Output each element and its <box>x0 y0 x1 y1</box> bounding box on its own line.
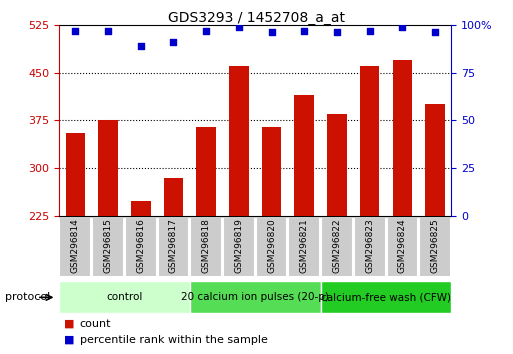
Text: percentile rank within the sample: percentile rank within the sample <box>80 335 267 345</box>
Point <box>398 24 406 29</box>
Bar <box>229 66 249 216</box>
Point <box>235 24 243 29</box>
Point <box>300 28 308 33</box>
Text: GDS3293 / 1452708_a_at: GDS3293 / 1452708_a_at <box>168 11 345 25</box>
Bar <box>425 104 445 216</box>
FancyBboxPatch shape <box>223 217 255 277</box>
Point <box>366 28 374 33</box>
Text: GSM296820: GSM296820 <box>267 218 276 273</box>
FancyBboxPatch shape <box>157 217 189 277</box>
Text: GSM296818: GSM296818 <box>202 218 211 273</box>
Point <box>333 30 341 35</box>
FancyBboxPatch shape <box>190 217 222 277</box>
Text: GSM296816: GSM296816 <box>136 218 145 273</box>
Point <box>71 28 80 33</box>
Point <box>169 39 177 45</box>
Text: GSM296823: GSM296823 <box>365 218 374 273</box>
FancyBboxPatch shape <box>386 217 418 277</box>
Point <box>104 28 112 33</box>
FancyBboxPatch shape <box>321 281 451 313</box>
FancyBboxPatch shape <box>92 217 124 277</box>
Bar <box>262 127 281 216</box>
FancyBboxPatch shape <box>60 217 91 277</box>
Text: GSM296815: GSM296815 <box>104 218 112 273</box>
Text: calcium-free wash (CFW): calcium-free wash (CFW) <box>321 292 451 302</box>
Point <box>267 30 275 35</box>
Bar <box>327 114 347 216</box>
Text: GSM296825: GSM296825 <box>430 218 440 273</box>
Point <box>202 28 210 33</box>
Text: GSM296821: GSM296821 <box>300 218 309 273</box>
FancyBboxPatch shape <box>354 217 386 277</box>
Bar <box>360 66 380 216</box>
FancyBboxPatch shape <box>419 217 451 277</box>
FancyBboxPatch shape <box>190 281 321 313</box>
Bar <box>164 178 183 216</box>
Text: protocol: protocol <box>5 292 50 302</box>
Bar <box>392 60 412 216</box>
Bar <box>66 133 85 216</box>
Bar <box>294 95 314 216</box>
Bar <box>131 201 150 216</box>
FancyBboxPatch shape <box>255 217 287 277</box>
Point <box>431 30 439 35</box>
Point <box>136 43 145 48</box>
Text: count: count <box>80 319 111 329</box>
Text: control: control <box>106 292 143 302</box>
Text: GSM296817: GSM296817 <box>169 218 178 273</box>
Text: GSM296822: GSM296822 <box>332 218 342 273</box>
Text: GSM296814: GSM296814 <box>71 218 80 273</box>
FancyBboxPatch shape <box>288 217 320 277</box>
Bar <box>196 127 216 216</box>
Text: ■: ■ <box>64 319 74 329</box>
Text: 20 calcium ion pulses (20-p): 20 calcium ion pulses (20-p) <box>181 292 329 302</box>
FancyBboxPatch shape <box>321 217 353 277</box>
Text: GSM296824: GSM296824 <box>398 218 407 273</box>
FancyBboxPatch shape <box>59 281 190 313</box>
Bar <box>98 120 118 216</box>
FancyBboxPatch shape <box>125 217 156 277</box>
Text: ■: ■ <box>64 335 74 345</box>
Text: GSM296819: GSM296819 <box>234 218 243 273</box>
